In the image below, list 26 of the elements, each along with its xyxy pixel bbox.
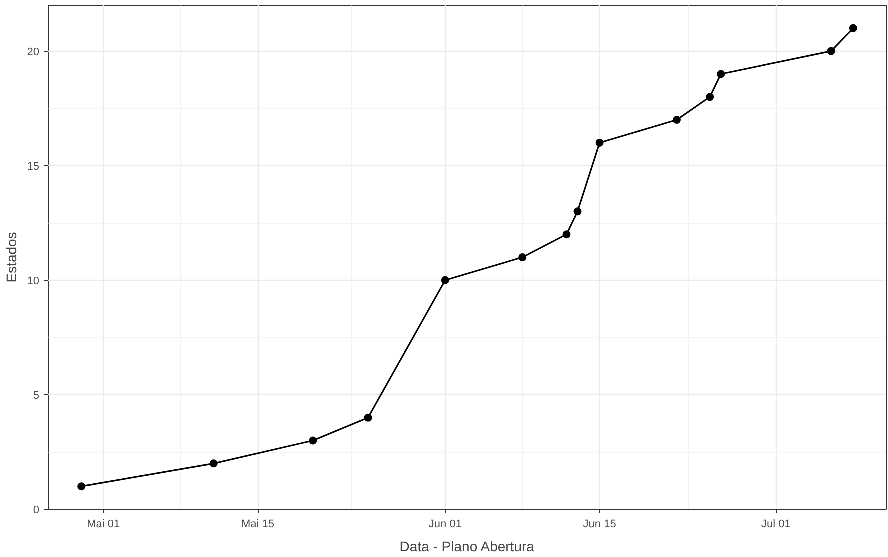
point [827, 47, 836, 56]
point [309, 436, 318, 445]
point [78, 482, 86, 491]
point [441, 276, 450, 284]
y-tick-label: 0 [33, 504, 40, 516]
point [562, 230, 571, 239]
y-tick-label: 20 [27, 46, 40, 58]
point [518, 254, 527, 262]
point [717, 70, 726, 78]
x-tick-label: Jun 15 [583, 518, 616, 530]
x-axis-title: Data - Plano Abertura [400, 538, 535, 554]
point [596, 138, 604, 147]
y-axis-title: Estados [3, 232, 20, 283]
point [364, 414, 372, 422]
x-tick-label: Mai 15 [241, 518, 275, 530]
point [210, 460, 218, 468]
y-tick-label: 15 [27, 160, 40, 173]
point [574, 208, 582, 216]
point [673, 116, 681, 124]
x-tick-label: Mai 01 [87, 518, 120, 530]
point [849, 24, 858, 32]
x-tick-label: Jul 01 [762, 518, 791, 530]
y-tick-label: 5 [33, 390, 40, 402]
y-tick-label: 10 [27, 275, 40, 288]
point [706, 93, 714, 102]
x-tick-label: Jun 01 [428, 518, 462, 530]
